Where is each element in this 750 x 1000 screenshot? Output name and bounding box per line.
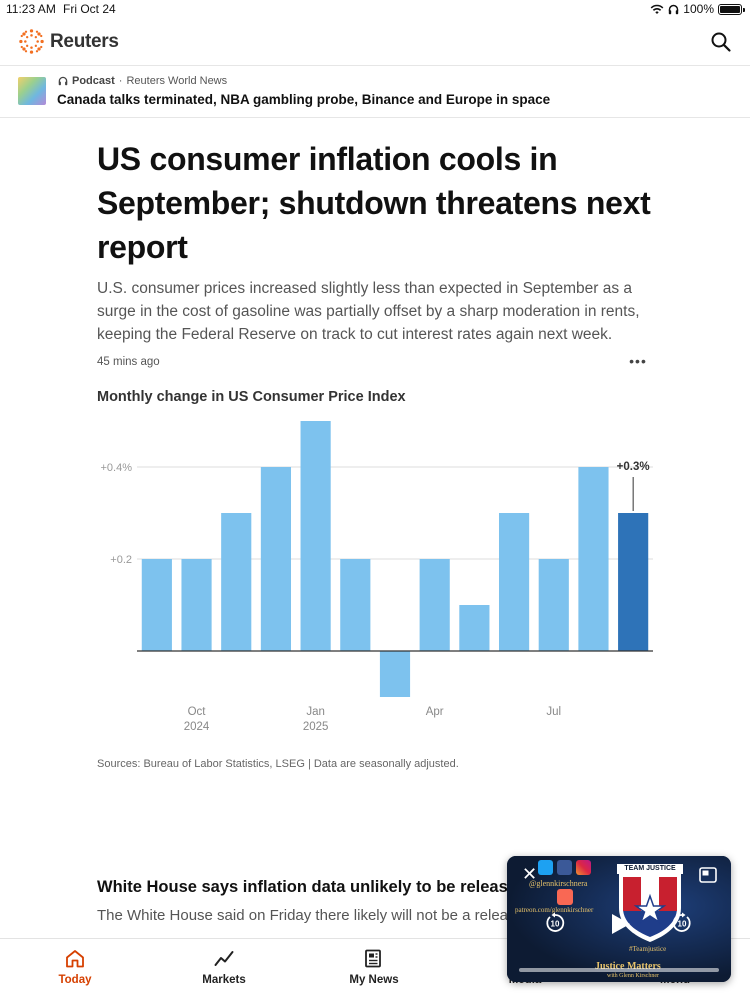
- status-indicators: 100%: [650, 2, 745, 16]
- video-pip-player[interactable]: @glennkirschnera patreon.com/glennkirsch…: [507, 856, 731, 982]
- chart-bar: [221, 513, 252, 651]
- video-host: with Glenn Kirschner: [607, 973, 659, 979]
- video-handle: @glennkirschnera: [529, 879, 588, 888]
- next-article-headline[interactable]: White House says inflation data unlikely…: [97, 878, 517, 896]
- app-header: Reuters: [0, 20, 750, 66]
- instagram-icon: [576, 860, 591, 875]
- chart-highlight-label: +0.3%: [617, 461, 650, 473]
- video-show-title: Justice Matters: [595, 961, 661, 972]
- trend-line-icon: [214, 951, 234, 966]
- chart-bar: [498, 513, 530, 651]
- patreon-icon: [557, 889, 573, 905]
- nav-today-label: Today: [58, 974, 92, 986]
- status-date: Fri Oct 24: [63, 2, 116, 16]
- nav-today[interactable]: Today: [30, 949, 120, 986]
- facebook-icon: [557, 860, 572, 875]
- status-bar: 11:23 AM Fri Oct 24 100%: [0, 0, 750, 20]
- nav-my-news-label: My News: [349, 974, 399, 986]
- chart-y-tick-label: +0.4%: [101, 462, 133, 474]
- chart-bar: [578, 467, 609, 651]
- article-timestamp: 45 mins ago: [97, 356, 160, 368]
- pip-restore-icon[interactable]: [699, 867, 717, 883]
- chart-x-tick-label: Jan: [306, 706, 325, 718]
- podcast-show: Reuters World News: [126, 75, 228, 87]
- podcast-title[interactable]: Canada talks terminated, NBA gambling pr…: [57, 92, 551, 107]
- chart-x-tick-sublabel: 2024: [184, 721, 210, 733]
- chart-bar: [340, 559, 371, 651]
- chart-x-tick-label: Apr: [426, 706, 444, 718]
- twitter-icon: [538, 860, 553, 875]
- video-patreon-url: patreon.com/glennkirschner: [515, 906, 594, 914]
- close-icon[interactable]: ✕: [522, 864, 538, 884]
- next-article-summary: The White House said on Friday there lik…: [97, 907, 517, 924]
- chart-bar: [419, 559, 450, 651]
- podcast-banner[interactable]: Podcast · Reuters World News Canada talk…: [0, 66, 750, 118]
- more-options-button[interactable]: •••: [629, 353, 647, 369]
- wifi-icon: [650, 4, 664, 14]
- skip-forward-icon[interactable]: 10: [671, 912, 693, 934]
- chart-source: Sources: Bureau of Labor Statistics, LSE…: [97, 758, 459, 770]
- nav-markets[interactable]: Markets: [179, 949, 269, 986]
- article-headline: US consumer inflation cools in September…: [97, 141, 651, 265]
- headphones-icon: [669, 4, 679, 14]
- chart-bar: [300, 421, 331, 651]
- video-progress-bar[interactable]: [519, 968, 719, 972]
- chart-y-tick-label: +0.2: [110, 554, 132, 566]
- video-team-label: TEAM JUSTICE: [617, 864, 683, 874]
- play-icon[interactable]: [608, 912, 632, 936]
- chart-bar: [181, 559, 212, 651]
- reuters-logo[interactable]: Reuters: [18, 28, 119, 55]
- chart-bar: [379, 651, 411, 697]
- status-time: 11:23 AM: [6, 2, 56, 16]
- skip-back-label: 10: [551, 920, 560, 929]
- podcast-meta: Podcast · Reuters World News: [58, 75, 227, 87]
- home-icon: [66, 950, 84, 968]
- chart-bar: [618, 513, 649, 651]
- battery-percent: 100%: [683, 2, 714, 16]
- podcast-separator: ·: [118, 75, 123, 87]
- chart-bar: [538, 559, 569, 651]
- podcast-thumbnail: [18, 77, 46, 105]
- chart-x-tick-label: Jul: [546, 706, 561, 718]
- chart-bar: [141, 559, 172, 651]
- reuters-logo-icon: [19, 29, 44, 54]
- brand-name: Reuters: [50, 30, 119, 52]
- podcast-kind: Podcast: [72, 75, 115, 87]
- social-icons: [538, 860, 591, 875]
- chart-bar: [260, 467, 292, 651]
- skip-forward-label: 10: [678, 920, 687, 929]
- cpi-bar-chart: +0.4% +0.2 +0.3% Oct 2024 Jan 2025 Apr Jul: [101, 421, 653, 733]
- chart-title: Monthly change in US Consumer Price Inde…: [97, 389, 406, 405]
- chart-x-tick-label: Oct: [188, 706, 207, 718]
- team-justice-shield-icon: [619, 874, 681, 942]
- nav-my-news[interactable]: My News: [329, 949, 419, 986]
- article-summary: U.S. consumer prices increased slightly …: [97, 280, 640, 343]
- skip-back-icon[interactable]: 10: [544, 912, 566, 934]
- nav-markets-label: Markets: [202, 974, 246, 986]
- newspaper-icon: [365, 949, 381, 968]
- headphones-icon: [58, 76, 68, 86]
- battery-icon: [718, 3, 745, 15]
- chart-x-tick-sublabel: 2025: [303, 721, 329, 733]
- search-icon[interactable]: [710, 31, 732, 53]
- video-tag: #Teamjustice: [629, 945, 667, 953]
- chart-bar: [459, 605, 490, 651]
